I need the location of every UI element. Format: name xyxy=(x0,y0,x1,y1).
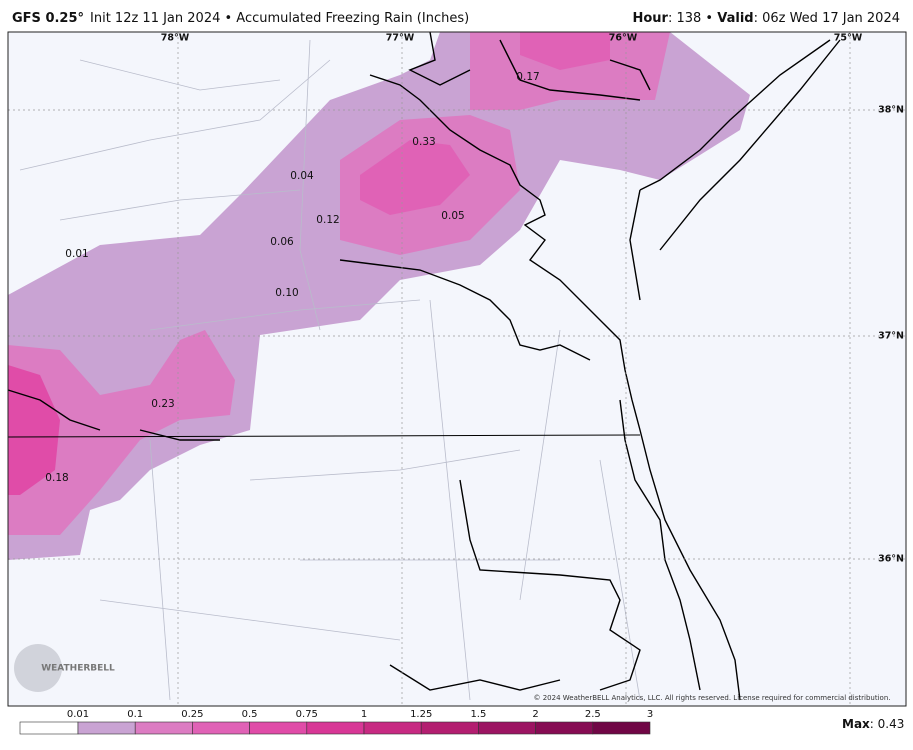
legend-tick-label: 0.25 xyxy=(181,709,203,720)
state-line xyxy=(7,434,641,438)
coastline xyxy=(7,31,841,701)
legend-tick-label: 0.1 xyxy=(127,709,143,720)
legend-tick-label: 3 xyxy=(647,709,653,720)
longitude-label: 78°W xyxy=(161,33,190,44)
point-label: 0.04 xyxy=(290,170,314,182)
map: 0.17 0.33 0.04 0.12 0.05 0.06 0.01 0.10 0.23 0.18… xyxy=(7,31,907,707)
shade-light xyxy=(8,32,750,560)
legend-tick-label: 0.01 xyxy=(67,709,89,720)
point-label: 0.01 xyxy=(65,248,88,260)
logo-globe xyxy=(14,644,62,692)
legend-tick-label: 1.5 xyxy=(470,709,486,720)
point-label: 0.10 xyxy=(275,287,298,299)
longitude-label: 75°W xyxy=(834,33,863,44)
legend-tick-label: 1.25 xyxy=(410,709,432,720)
shade-mid xyxy=(8,330,235,535)
map-frame xyxy=(7,31,907,707)
shade-darker xyxy=(8,365,60,495)
longitude-label: 77°W xyxy=(386,33,415,44)
valid: : 06z Wed 17 Jan 2024 xyxy=(754,11,900,26)
copyright: © 2024 WeatherBELL Analytics, LLC. All r… xyxy=(534,694,891,702)
max: Max: 0.43 xyxy=(842,717,904,731)
latitude-label: 36°N xyxy=(878,554,904,565)
model: GFS 0.25° xyxy=(12,11,84,26)
legend-tick-label: 2 xyxy=(532,709,538,720)
latitude-label: 37°N xyxy=(878,331,904,342)
point-label: 0.17 xyxy=(516,71,539,83)
counties xyxy=(19,39,641,701)
legend-swatch xyxy=(592,721,651,735)
legend-swatch xyxy=(535,721,594,735)
shade-dark xyxy=(360,140,470,215)
shade-dark xyxy=(520,32,610,70)
max-value: : 0.43 xyxy=(870,717,905,731)
hour: : 138 • xyxy=(668,11,717,26)
legend-swatch xyxy=(478,721,536,735)
legend-swatch xyxy=(306,721,365,735)
logo: WEATHERBELL xyxy=(41,664,115,674)
legend-swatch xyxy=(77,721,136,735)
point-label: 0.23 xyxy=(151,398,174,410)
legend-swatch xyxy=(420,721,479,735)
legend-tick-label: 0.5 xyxy=(242,709,258,720)
legend: 0.01 0.1 0.25 0.5 0.75 1 1.25 1.5 2 2.5 3 xyxy=(19,709,653,735)
map-labels: 0.17 0.33 0.04 0.12 0.05 0.06 0.01 0.10 0.23 0.18… xyxy=(45,33,904,565)
init: Init 12z 11 Jan 2024 • Accumulated Freez… xyxy=(90,11,469,26)
legend-swatch xyxy=(249,721,308,735)
point-label: 0.12 xyxy=(316,214,339,226)
legend-swatch xyxy=(134,721,193,735)
point-label: 0.06 xyxy=(270,236,294,248)
legend-tick-label: 2.5 xyxy=(585,709,601,720)
legend-swatch xyxy=(363,721,422,735)
max-label: Max xyxy=(842,717,870,731)
legend-swatch xyxy=(19,721,79,735)
point-label: 0.33 xyxy=(412,136,435,148)
valid-label: Valid xyxy=(717,11,753,26)
graticule xyxy=(8,32,906,706)
point-label: 0.05 xyxy=(441,210,464,222)
latitude-label: 38°N xyxy=(878,105,904,116)
hour-label: Hour xyxy=(632,11,668,26)
header-left: GFS 0.25° Init 12z 11 Jan 2024 • Accumula… xyxy=(12,11,469,26)
header-right: Hour: 138 • Valid: 06z Wed 17 Jan 2024 xyxy=(632,11,900,26)
shading xyxy=(8,32,750,560)
longitude-label: 76°W xyxy=(609,33,638,44)
legend-tick-label: 1 xyxy=(361,709,367,720)
legend-tick-label: 0.75 xyxy=(296,709,318,720)
legend-swatch xyxy=(192,721,250,735)
point-label: 0.18 xyxy=(45,472,68,484)
